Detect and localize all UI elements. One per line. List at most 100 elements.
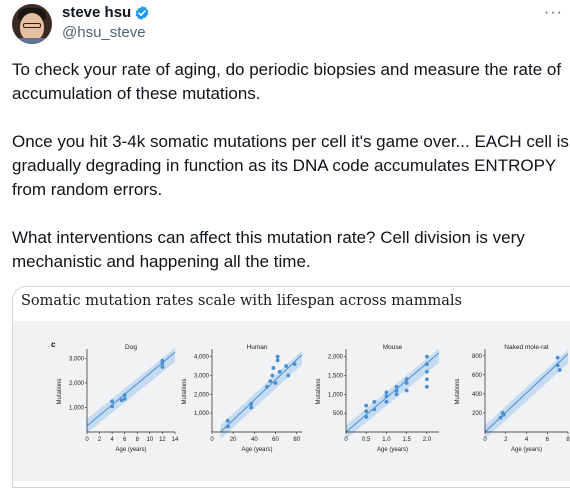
x-tick-label: 2 [504, 437, 508, 443]
x-tick-label: 6 [123, 437, 127, 443]
data-point [555, 363, 560, 368]
data-point [271, 366, 276, 370]
chart-title: Dog [125, 344, 137, 351]
y-tick-label: 1,000 [328, 392, 344, 398]
figure-panel-area [13, 321, 570, 481]
x-tick-label: 12 [159, 437, 166, 443]
y-axis-label: Mutations [455, 378, 461, 404]
data-point [277, 369, 282, 374]
data-point [394, 388, 399, 393]
x-axis-label: Age (years) [377, 447, 408, 453]
author-avatar[interactable] [12, 4, 52, 44]
y-tick-label: 200 [472, 411, 483, 417]
data-point [394, 392, 399, 397]
data-point [273, 381, 278, 385]
x-tick-label: 2 [98, 437, 102, 443]
data-point [557, 368, 562, 372]
data-point [404, 381, 409, 385]
data-point [424, 354, 429, 359]
data-point [286, 373, 291, 378]
figure-title: Somatic mutation rates scale with lifesp… [21, 293, 462, 309]
tweet-text: To check your rate of aging, do periodic… [12, 60, 569, 271]
x-axis-label: Age (years) [115, 447, 146, 453]
mutation-scatter-charts: 0 2 4 6 8 10 12 14 1,000 2,000 3,000 Dog Age (years)… [57, 344, 570, 453]
author-name[interactable]: steve hsu [62, 4, 132, 21]
data-point [122, 396, 127, 401]
x-tick-label: 0 [210, 437, 214, 443]
x-tick-label: 2.0 [423, 437, 432, 443]
chart-title: Mouse [383, 344, 403, 351]
y-tick-label: 600 [472, 373, 483, 379]
y-tick-label: 4,000 [194, 355, 210, 361]
data-point [270, 373, 275, 378]
y-tick-label: 2,000 [328, 355, 344, 361]
data-point [394, 384, 399, 389]
y-axis-label: Mutations [316, 378, 322, 404]
confidence-band [346, 348, 439, 439]
data-point [275, 354, 280, 359]
data-point [268, 379, 273, 384]
data-point [225, 418, 230, 423]
data-point [292, 362, 297, 367]
x-tick-label: 1.0 [382, 437, 391, 443]
data-point [424, 369, 429, 374]
x-tick-label: 4 [525, 437, 529, 443]
data-point [404, 388, 409, 393]
confidence-band [220, 350, 302, 439]
chart-title: Human [247, 344, 268, 351]
data-point [555, 355, 560, 360]
avatar-shirt [12, 38, 52, 44]
data-point [372, 399, 377, 404]
data-point [424, 377, 429, 382]
y-axis-label: Mutations [57, 378, 63, 404]
x-axis-label: Age (years) [511, 447, 542, 453]
data-point [501, 412, 506, 417]
x-tick-label: 80 [293, 437, 300, 443]
author-handle[interactable]: @hsu_steve [62, 24, 146, 41]
data-point [225, 424, 230, 429]
data-point [110, 399, 115, 404]
y-tick-label: 1,500 [328, 373, 344, 379]
data-point [384, 394, 389, 399]
y-tick-label: 1,000 [69, 405, 85, 411]
data-point [249, 405, 254, 410]
y-tick-label: 800 [472, 354, 483, 360]
data-point [160, 365, 165, 369]
data-point [119, 398, 124, 402]
y-tick-label: 2,000 [194, 392, 210, 398]
y-tick-label: 1,000 [194, 411, 210, 417]
y-tick-label: 3,000 [194, 373, 210, 379]
x-tick-label: 60 [272, 437, 279, 443]
y-tick-label: 2,000 [69, 381, 85, 387]
x-tick-label: 40 [251, 437, 258, 443]
fit-line [484, 353, 569, 433]
data-point [384, 399, 389, 404]
x-tick-label: 0.5 [362, 437, 371, 443]
data-point [364, 403, 369, 408]
data-point [275, 358, 280, 363]
fit-line [86, 351, 176, 427]
avatar-glasses [23, 23, 41, 28]
x-tick-label: 10 [147, 437, 154, 443]
data-point [424, 362, 429, 367]
x-tick-label: 0 [344, 437, 348, 443]
x-tick-label: 14 [172, 437, 179, 443]
data-point [110, 404, 115, 409]
data-point [249, 401, 254, 406]
x-tick-label: 0 [483, 437, 487, 443]
x-axis-label: Age (years) [241, 447, 272, 453]
confidence-band [87, 348, 175, 433]
data-point [404, 377, 409, 382]
x-tick-label: 6 [546, 437, 550, 443]
x-tick-label: 8 [566, 437, 570, 443]
panel-label: c [51, 340, 56, 349]
data-point [372, 407, 377, 412]
x-tick-label: 8 [136, 437, 140, 443]
y-tick-label: 500 [333, 411, 344, 417]
more-horizontal-icon[interactable]: ··· [544, 4, 563, 21]
verified-badge-icon [135, 6, 149, 20]
x-tick-label: 20 [230, 437, 237, 443]
tweet-media-image[interactable]: Somatic mutation rates scale with lifesp… [12, 286, 570, 488]
data-point [265, 384, 269, 389]
chart-title: Naked mole-rat [504, 344, 549, 351]
